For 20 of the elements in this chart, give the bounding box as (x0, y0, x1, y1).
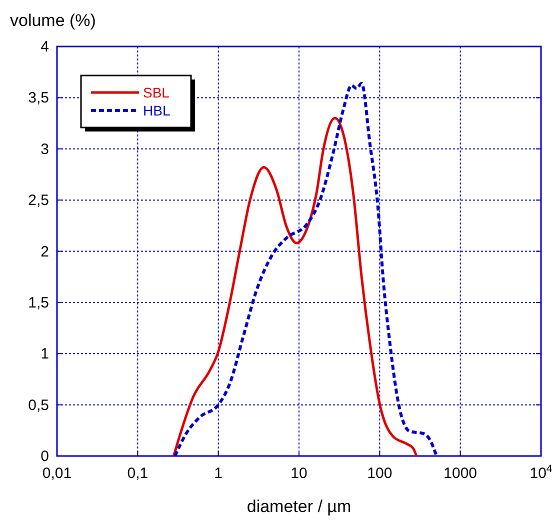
x-tick-label: 0,01 (42, 465, 72, 482)
x-tick-label: 10 (290, 465, 308, 482)
legend-label: SBL (143, 84, 170, 100)
y-tick-label: 0,5 (28, 396, 49, 414)
x-tick-label: 1000 (444, 465, 478, 482)
legend-label: HBL (143, 102, 170, 118)
y-tick-label: 1,5 (28, 294, 49, 312)
x-tick-label: 0,1 (127, 465, 148, 482)
x-tick-label: 100 (367, 465, 392, 482)
x-tick-label: 10$^{4}$ (530, 463, 552, 482)
y-axis-title: volume (%) (10, 11, 96, 30)
x-axis-title: diameter / µm (246, 497, 352, 516)
y-tick-label: 4 (40, 38, 49, 56)
y-tick-label: 1 (40, 346, 49, 363)
y-tick-label: 3 (40, 140, 49, 158)
y-tick-label: 3,5 (28, 90, 49, 107)
x-tick-label: 1 (214, 465, 223, 482)
y-tick-label: 2 (40, 243, 49, 260)
y-tick-label: 0 (40, 448, 49, 465)
y-tick-label: 2,5 (28, 192, 49, 210)
